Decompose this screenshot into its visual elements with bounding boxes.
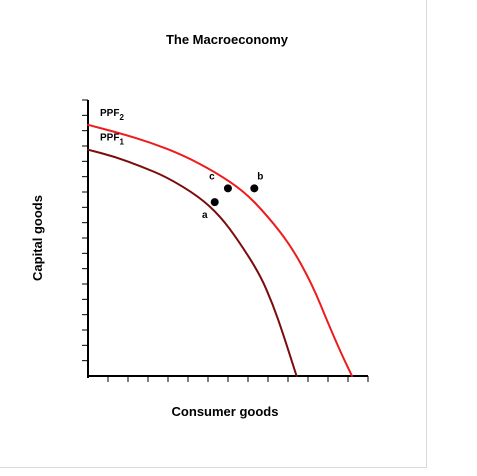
- point-b: [250, 184, 259, 193]
- point-c: [223, 184, 232, 193]
- point-a: [210, 198, 219, 207]
- ppf-curve-2: [87, 123, 353, 377]
- y-axis-label: Capital goods: [30, 195, 45, 281]
- chart-canvas: The Macroeconomy Consumer goods Capital …: [30, 32, 369, 419]
- ppf-labels: PPF1 PPF2: [100, 108, 124, 147]
- point-label-b: b: [257, 171, 263, 182]
- data-points: a c b: [202, 171, 263, 221]
- ppf-curve-1: [87, 148, 298, 377]
- ppf-label-1: PPF1: [100, 133, 124, 147]
- ppf-label-2: PPF2: [100, 108, 124, 122]
- ppf-curves: [87, 123, 353, 377]
- axes: [82, 99, 369, 382]
- chart-frame: The Macroeconomy Consumer goods Capital …: [0, 0, 427, 468]
- chart-title: The Macroeconomy: [166, 32, 289, 47]
- point-label-a: a: [202, 210, 208, 221]
- x-axis-label: Consumer goods: [172, 404, 279, 419]
- point-label-c: c: [209, 171, 215, 182]
